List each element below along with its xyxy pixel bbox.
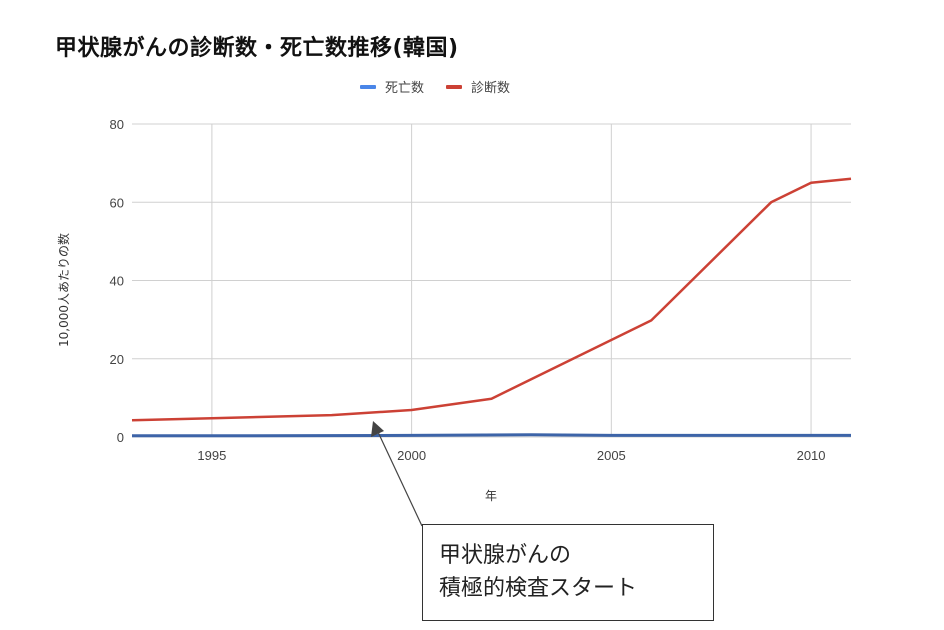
y-tick-label: 40 [110, 274, 124, 289]
y-tick-label: 0 [117, 430, 124, 445]
legend-item-diagnoses[interactable]: 診断数 [446, 77, 510, 96]
y-tick-label: 80 [110, 117, 124, 132]
annotation-line-1: 甲状腺がんの [439, 543, 572, 568]
legend-label-diagnoses: 診断数 [471, 81, 511, 96]
legend-swatch-diagnoses [446, 84, 463, 89]
x-axis-label: 年 [485, 489, 497, 503]
annotation-box: 甲状腺がんの 積極的検査スタート [422, 524, 714, 621]
legend-item-deaths[interactable]: 死亡数 [360, 77, 424, 96]
chart-title: 甲状腺がんの診断数・死亡数推移(韓国) [55, 36, 459, 61]
series-deaths-line[interactable] [132, 433, 851, 438]
y-tick-label: 60 [110, 195, 124, 210]
chart-legend: 死亡数 診断数 [360, 77, 532, 96]
series-lines [131, 177, 852, 438]
annotation-line-2: 積極的検査スタート [439, 576, 638, 601]
y-axis-ticks: 0 20 40 60 80 [110, 117, 124, 445]
grid-lines [132, 123, 851, 438]
x-axis-ticks: 1995 2000 2005 2010 [197, 448, 825, 463]
y-axis-label: 10,000人あたりの数 [56, 233, 71, 347]
legend-swatch-deaths [360, 84, 376, 89]
arrow-head-icon [371, 421, 384, 437]
x-tick-label: 2010 [797, 448, 826, 463]
x-tick-label: 1995 [197, 448, 226, 463]
x-tick-label: 2000 [397, 448, 426, 463]
x-tick-label: 2005 [597, 448, 626, 463]
annotation-arrow [371, 421, 423, 527]
y-tick-label: 20 [110, 352, 124, 367]
legend-label-deaths: 死亡数 [385, 81, 425, 96]
series-diagnoses-line[interactable] [131, 177, 852, 422]
